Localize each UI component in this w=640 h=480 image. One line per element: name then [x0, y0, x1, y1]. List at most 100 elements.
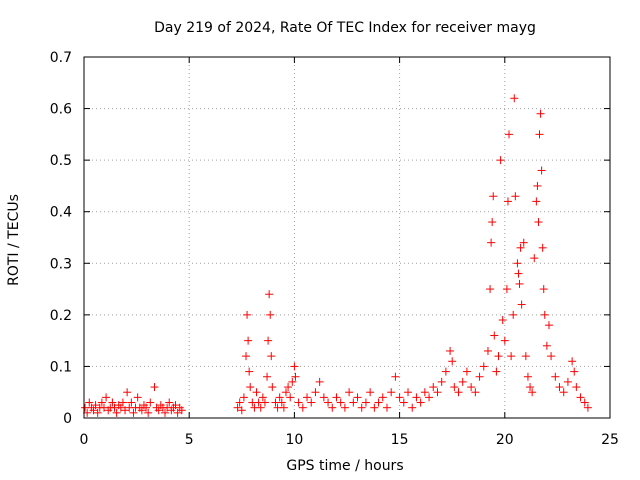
- data-point: [467, 383, 476, 392]
- data-point: [515, 279, 524, 288]
- data-point: [165, 398, 174, 407]
- data-point: [366, 388, 375, 397]
- data-point: [510, 94, 519, 103]
- data-point: [514, 269, 523, 278]
- data-point: [235, 398, 244, 407]
- data-point: [416, 398, 425, 407]
- data-point: [173, 408, 182, 417]
- data-point: [537, 166, 546, 175]
- data-point: [494, 352, 503, 361]
- data-point: [315, 377, 324, 386]
- data-point: [294, 398, 303, 407]
- data-point: [246, 383, 255, 392]
- data-point: [91, 401, 100, 410]
- data-point: [487, 238, 496, 247]
- data-point: [345, 388, 354, 397]
- data-point: [370, 403, 379, 412]
- data-point: [500, 336, 509, 345]
- data-point: [129, 408, 138, 417]
- data-point: [133, 393, 142, 402]
- data-point: [446, 346, 455, 355]
- data-point: [479, 362, 488, 371]
- data-point: [146, 398, 155, 407]
- data-point: [349, 398, 358, 407]
- data-point: [243, 310, 252, 319]
- data-point: [266, 310, 275, 319]
- data-point: [551, 372, 560, 381]
- data-point: [137, 406, 146, 415]
- data-point: [97, 398, 106, 407]
- data-point: [154, 406, 163, 415]
- data-point: [511, 192, 520, 201]
- data-point: [89, 406, 98, 415]
- data-point: [144, 408, 153, 417]
- data-point: [279, 403, 288, 412]
- data-point: [526, 383, 535, 392]
- data-point: [361, 398, 370, 407]
- data-point: [382, 403, 391, 412]
- data-point: [123, 388, 132, 397]
- data-point: [298, 403, 307, 412]
- x-tick-label: 0: [80, 432, 89, 448]
- data-point: [150, 383, 159, 392]
- data-point: [505, 130, 514, 139]
- data-point: [580, 398, 589, 407]
- data-point: [303, 393, 312, 402]
- data-point: [108, 398, 117, 407]
- data-point: [507, 352, 516, 361]
- data-point: [252, 388, 261, 397]
- data-point: [496, 156, 505, 165]
- data-point: [127, 398, 136, 407]
- data-point: [498, 316, 507, 325]
- data-point: [420, 388, 429, 397]
- data-point: [576, 393, 585, 402]
- data-point: [489, 192, 498, 201]
- data-point: [374, 398, 383, 407]
- data-point: [324, 398, 333, 407]
- plot-frame: [83, 56, 611, 419]
- data-point: [412, 393, 421, 402]
- data-point: [245, 367, 254, 376]
- data-point: [534, 218, 543, 227]
- data-point: [242, 352, 251, 361]
- data-point: [488, 218, 497, 227]
- data-point: [542, 341, 551, 350]
- data-point: [583, 403, 592, 412]
- data-point: [328, 403, 337, 412]
- data-point: [471, 388, 480, 397]
- data-point: [539, 285, 548, 294]
- y-tick-label: 0.5: [50, 153, 72, 169]
- data-point: [441, 367, 450, 376]
- data-point: [458, 377, 467, 386]
- data-points: [81, 94, 592, 417]
- data-point: [286, 393, 295, 402]
- x-tick-label: 25: [601, 432, 619, 448]
- data-point: [93, 408, 102, 417]
- data-point: [353, 393, 362, 402]
- data-point: [486, 285, 495, 294]
- data-point: [277, 398, 286, 407]
- data-point: [319, 393, 328, 402]
- data-point: [284, 383, 293, 392]
- data-point: [332, 393, 341, 402]
- data-point: [513, 259, 522, 268]
- data-point: [378, 393, 387, 402]
- data-point: [450, 383, 459, 392]
- data-point: [260, 398, 269, 407]
- data-point: [118, 398, 127, 407]
- data-point: [521, 352, 530, 361]
- data-point: [523, 372, 532, 381]
- data-point: [391, 372, 400, 381]
- data-point: [161, 408, 170, 417]
- data-point: [268, 383, 277, 392]
- data-point: [475, 372, 484, 381]
- data-point: [237, 406, 246, 415]
- data-point: [116, 403, 125, 412]
- data-point: [433, 388, 442, 397]
- data-point: [404, 388, 413, 397]
- data-point: [462, 367, 471, 376]
- data-point: [454, 388, 463, 397]
- data-point: [437, 377, 446, 386]
- x-tick-label: 15: [391, 432, 409, 448]
- data-point: [395, 393, 404, 402]
